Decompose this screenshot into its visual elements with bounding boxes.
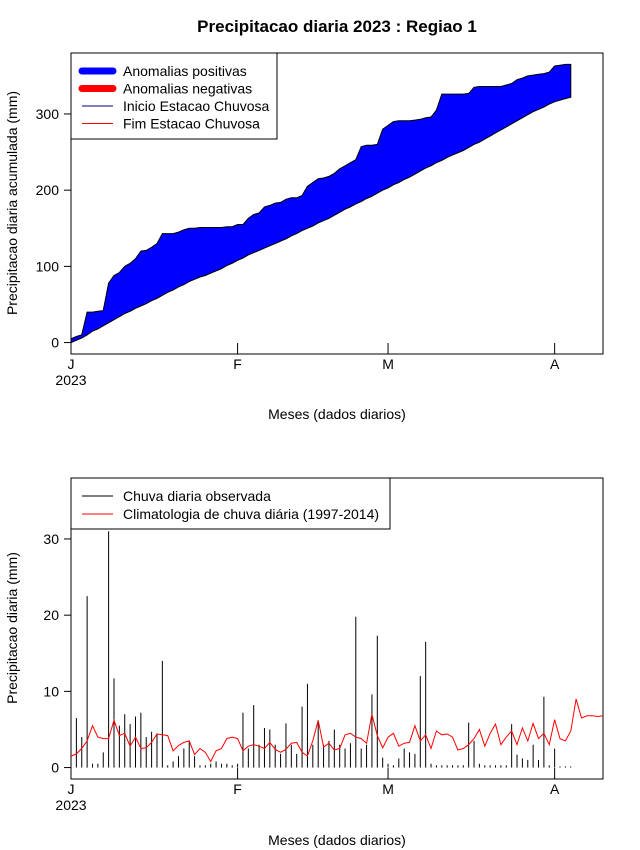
legend-label: Inicio Estacao Chuvosa: [123, 98, 270, 114]
y-tick-label: 0: [51, 335, 59, 351]
legend-label: Anomalias positivas: [123, 63, 247, 79]
y-tick-label: 20: [43, 607, 59, 623]
bottom-xlabel: Meses (dados diarios): [268, 832, 406, 848]
legend-box: [70, 477, 391, 530]
x-tick-label: J: [68, 356, 75, 372]
top-plot-marks: [70, 63, 572, 344]
climatology-line: [70, 698, 604, 763]
top-plot-frame: [70, 52, 604, 355]
x-tick-sublabel: 2023: [55, 797, 86, 813]
x-tick-label: A: [550, 781, 560, 797]
x-tick-label: A: [550, 356, 560, 372]
legend-label: Chuva diaria observada: [123, 488, 271, 504]
top-legend: Anomalias positivas Anomalias negativasIn…: [70, 52, 278, 140]
x-tick-sublabel: 2023: [55, 372, 86, 388]
legend-label: Fim Estacao Chuvosa: [123, 116, 260, 132]
top-ylabel: Precipitacao diaria acumulada (mm): [4, 91, 20, 315]
x-tick-label: F: [233, 781, 242, 797]
positive-anomaly-area: [70, 63, 572, 344]
x-tick-label: J: [68, 781, 75, 797]
top-xlabel: Meses (dados diarios): [268, 406, 406, 422]
y-tick-label: 100: [36, 258, 60, 274]
legend-label: Climatologia de chuva diária (1997-2014): [123, 506, 379, 522]
x-tick-label: M: [382, 356, 394, 372]
x-tick-label: F: [233, 356, 242, 372]
y-tick-label: 30: [43, 531, 59, 547]
bottom-legend: Chuva diaria observada Climatologia de ch…: [70, 477, 391, 530]
bottom-plot-marks: [70, 531, 604, 768]
legend-label: Anomalias negativas: [123, 81, 252, 97]
y-tick-label: 0: [51, 760, 59, 776]
chart-title: Precipitacao diaria 2023 : Regiao 1: [197, 17, 477, 36]
legend-box: [70, 52, 278, 140]
y-tick-label: 300: [36, 106, 60, 122]
y-tick-label: 200: [36, 182, 60, 198]
bottom-ylabel: Precipitacao diaria (mm): [4, 552, 20, 704]
x-tick-label: M: [382, 781, 394, 797]
y-tick-label: 10: [43, 683, 59, 699]
